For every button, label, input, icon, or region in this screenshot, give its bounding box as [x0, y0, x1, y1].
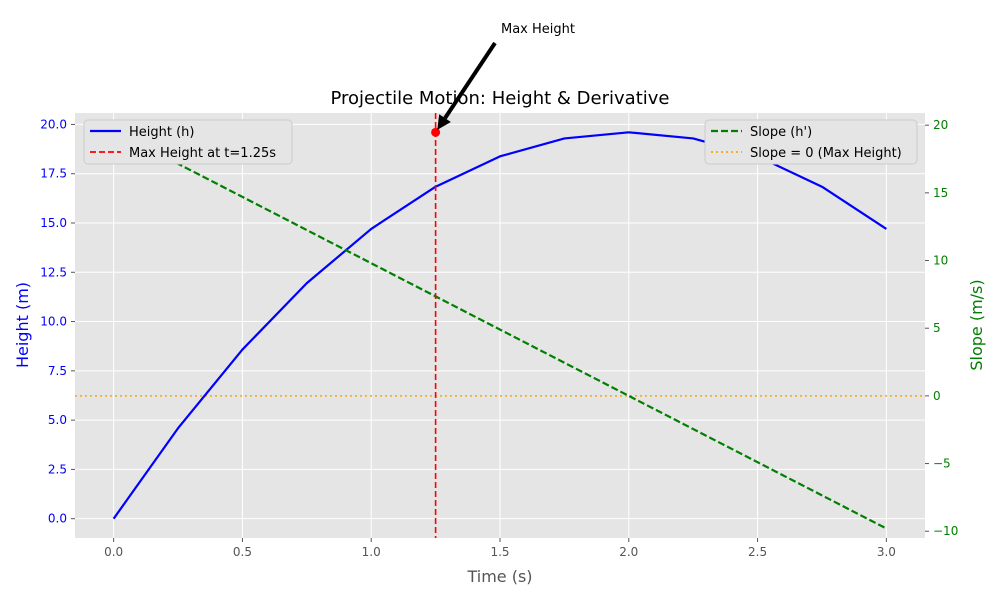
left-y-tick-label: 0.0 [48, 512, 67, 526]
left-y-tick-label: 12.5 [40, 265, 67, 279]
right-y-axis: −10 −5 0 5 10 15 20 [925, 118, 958, 538]
x-tick-label: 0.5 [233, 545, 252, 559]
annotation-text: Max Height [501, 22, 575, 37]
grid [75, 113, 925, 538]
x-tick-label: 1.0 [362, 545, 381, 559]
x-tick-label: 1.5 [490, 545, 509, 559]
left-y-tick-label: 20.0 [40, 117, 67, 131]
x-axis-label: Time (s) [466, 567, 532, 586]
right-y-tick-label: 5 [933, 321, 941, 335]
x-tick-label: 2.5 [748, 545, 767, 559]
right-y-tick-label: 0 [933, 389, 941, 403]
left-y-axis-label: Height (m) [13, 282, 32, 368]
right-y-tick-label: −5 [933, 457, 951, 471]
max-height-point [431, 127, 441, 137]
legend-left: Height (h) Max Height at t=1.25s [83, 119, 293, 165]
left-y-axis: 0.0 2.5 5.0 7.5 10.0 12.5 15.0 17.5 20.0 [40, 117, 75, 526]
slope-series-line [113, 129, 887, 530]
left-y-tick-label: 10.0 [40, 315, 67, 329]
annotation-arrow-head [437, 114, 451, 130]
chart-title: Projectile Motion: Height & Derivative [331, 88, 670, 109]
legend-right-box [704, 119, 918, 165]
legend-left-box [83, 119, 293, 165]
x-tick-label: 3.0 [877, 545, 896, 559]
legend-max-height-label: Max Height at t=1.25s [129, 146, 276, 161]
left-y-tick-label: 17.5 [40, 167, 67, 181]
left-y-tick-label: 5.0 [48, 413, 67, 427]
annotation-arrow-shaft [443, 41, 497, 120]
legend-zero-slope-label: Slope = 0 (Max Height) [750, 146, 902, 161]
right-y-tick-label: 15 [933, 186, 948, 200]
left-y-tick-label: 7.5 [48, 364, 67, 378]
legend-slope-label: Slope (h') [750, 125, 812, 140]
left-y-tick-label: 15.0 [40, 216, 67, 230]
x-tick-label: 2.0 [619, 545, 638, 559]
right-y-tick-label: 10 [933, 254, 948, 268]
x-axis: 0.0 0.5 1.0 1.5 2.0 2.5 3.0 [104, 538, 896, 559]
max-height-annotation: Max Height [437, 22, 575, 130]
left-y-tick-label: 2.5 [48, 462, 67, 476]
legend-right: Slope (h') Slope = 0 (Max Height) [704, 119, 918, 165]
right-y-tick-label: −10 [933, 524, 958, 538]
right-y-axis-label: Slope (m/s) [967, 279, 986, 370]
legend-height-label: Height (h) [129, 125, 195, 140]
right-y-tick-label: 20 [933, 118, 948, 132]
x-tick-label: 0.0 [104, 545, 123, 559]
